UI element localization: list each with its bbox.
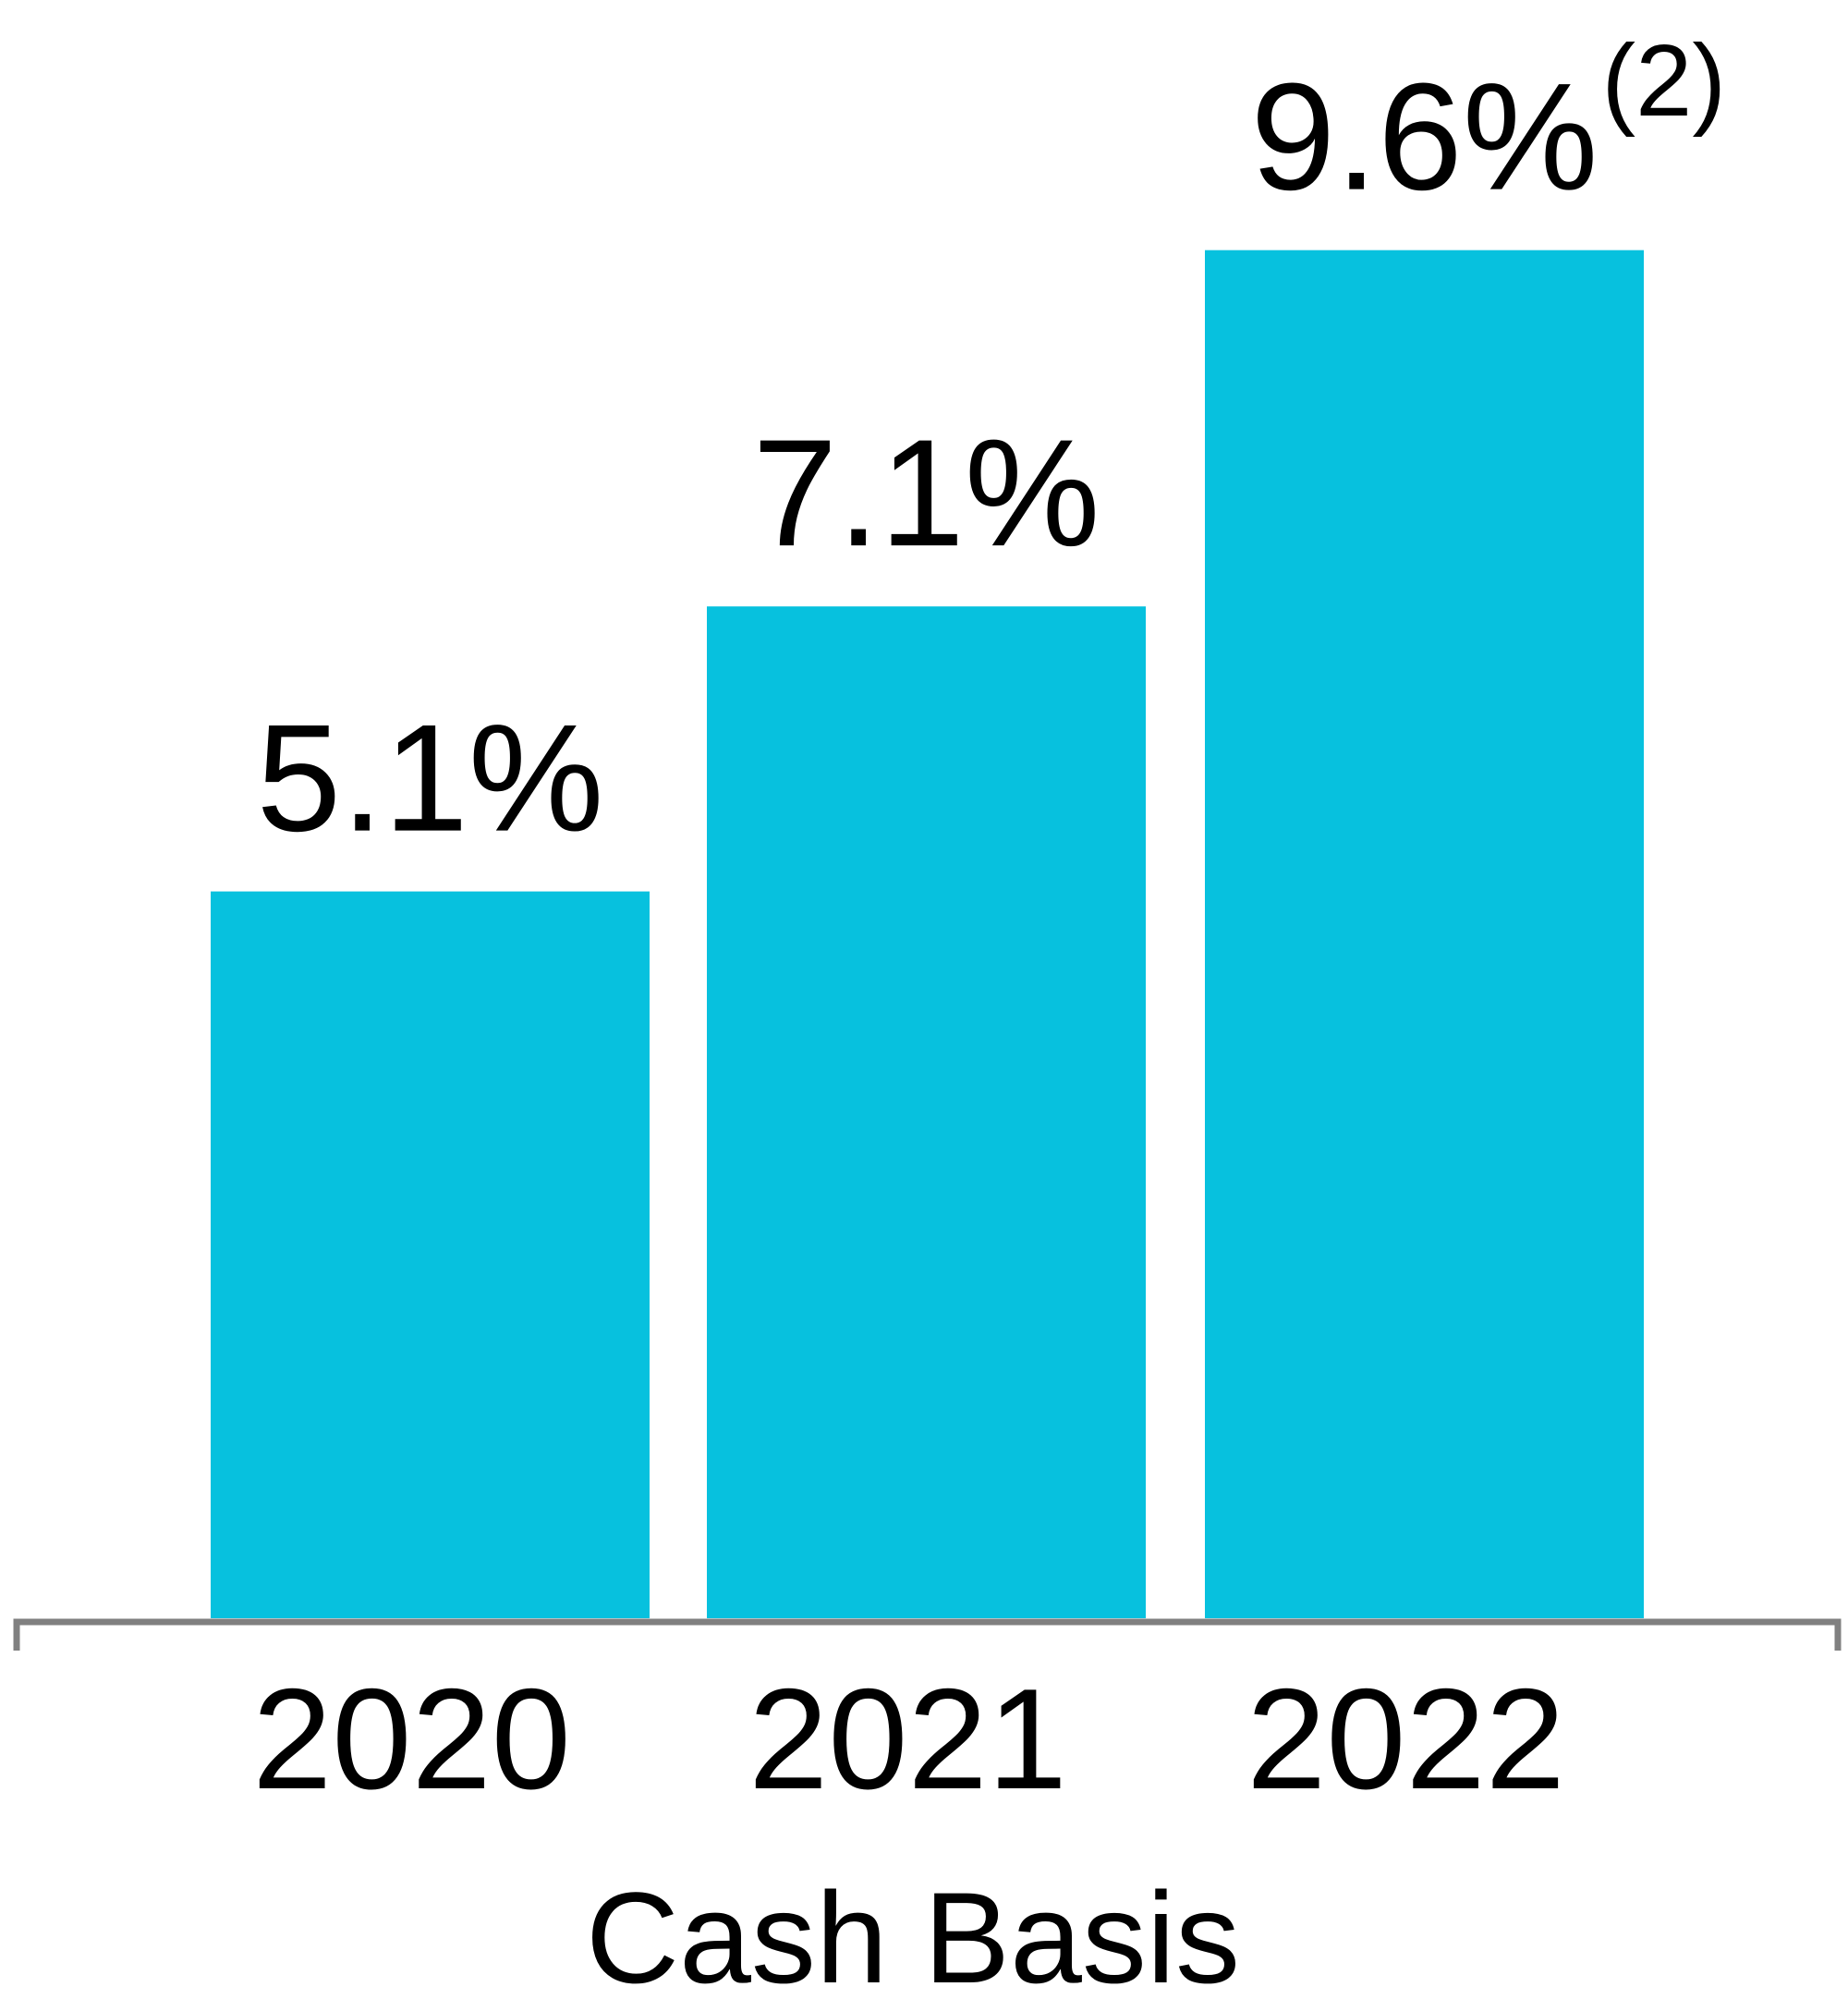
x-axis-title: Cash Basis [586,1865,1240,1999]
footnote-marker: (2) [1602,24,1726,138]
data-label-2021: 7.1% [752,408,1100,578]
data-labels-group: 5.1% 7.1% 9.6% (2) [256,24,1726,863]
x-axis-line [13,1618,1842,1651]
x-tick-label-2022: 2022 [1246,1659,1565,1819]
x-tick-label-2021: 2021 [748,1659,1067,1819]
bars-group [211,250,1644,1619]
x-tick-label-2020: 2020 [252,1659,571,1819]
bar-2020 [211,891,650,1618]
x-tick-labels-group: 2020 2021 2022 [252,1659,1565,1819]
bar-2021 [707,606,1146,1619]
data-label-2022: 9.6% [1250,52,1598,222]
data-label-2020: 5.1% [256,693,603,863]
bar-2022 [1205,250,1644,1619]
